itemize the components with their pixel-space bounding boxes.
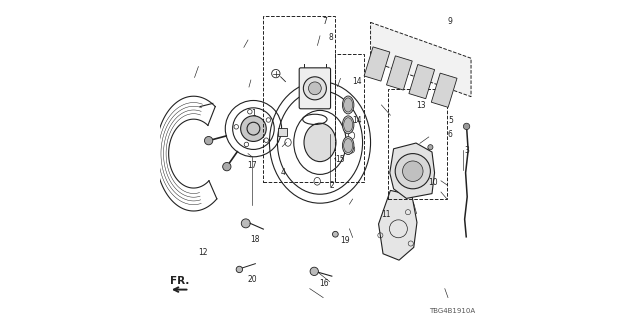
Text: TBG4B1910A: TBG4B1910A [429,308,475,314]
Circle shape [204,137,212,145]
Text: 17: 17 [247,161,257,170]
Ellipse shape [344,98,353,112]
Circle shape [428,145,433,150]
Text: 11: 11 [381,210,390,219]
Text: 20: 20 [247,275,257,284]
Text: 14: 14 [352,116,362,124]
Circle shape [396,154,431,189]
Text: 19: 19 [340,236,349,245]
Text: 18: 18 [250,235,260,244]
Circle shape [403,161,423,181]
Circle shape [236,266,243,273]
Circle shape [310,267,319,276]
Ellipse shape [344,118,353,132]
Text: 5: 5 [448,116,453,124]
Circle shape [241,219,250,228]
Polygon shape [364,47,390,81]
Text: 1: 1 [251,109,256,118]
Bar [335,54,364,182]
Bar [278,128,287,136]
Text: 15: 15 [335,155,345,164]
Ellipse shape [342,96,354,114]
Text: 4: 4 [281,168,286,177]
Text: 14: 14 [352,77,362,86]
Polygon shape [431,73,457,107]
Circle shape [241,116,266,141]
Circle shape [308,82,321,95]
Text: 2: 2 [330,181,334,190]
Text: 8: 8 [329,33,333,42]
Circle shape [463,123,470,130]
Circle shape [333,231,339,237]
Bar [388,89,447,199]
Polygon shape [409,65,435,99]
FancyBboxPatch shape [300,68,331,109]
Polygon shape [371,22,471,97]
Ellipse shape [342,137,354,155]
Text: FR.: FR. [170,276,189,286]
Ellipse shape [342,116,354,134]
Text: 10: 10 [428,178,438,187]
Polygon shape [390,143,435,198]
Text: 12: 12 [198,248,207,257]
Circle shape [223,163,231,171]
Ellipse shape [304,123,336,162]
Polygon shape [387,56,412,90]
Text: 3: 3 [464,146,469,155]
Circle shape [303,77,326,100]
Polygon shape [379,190,417,260]
Text: 9: 9 [448,17,453,26]
Text: 7: 7 [323,17,328,26]
Text: 6: 6 [448,130,453,139]
Ellipse shape [344,139,353,153]
Text: 16: 16 [319,279,329,288]
Bar [263,16,335,182]
Text: 13: 13 [416,101,426,110]
